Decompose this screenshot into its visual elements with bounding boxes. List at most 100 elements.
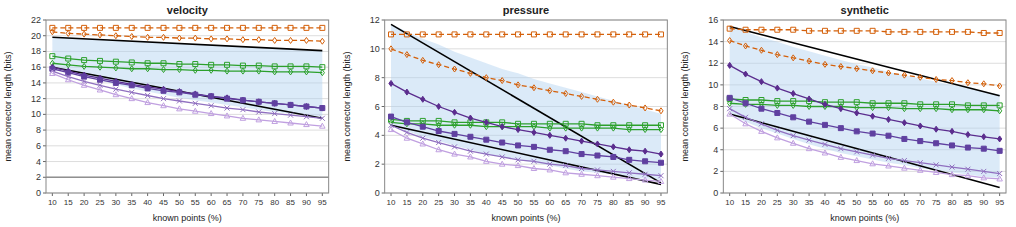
marker	[838, 146, 843, 151]
marker	[790, 140, 796, 145]
tick-label: 45	[836, 198, 845, 207]
marker	[595, 173, 601, 178]
marker	[611, 125, 615, 131]
marker	[658, 160, 663, 165]
marker	[982, 81, 986, 87]
marker	[950, 128, 954, 134]
marker	[870, 68, 874, 74]
marker	[965, 167, 970, 172]
tick-label: 20	[418, 198, 427, 207]
marker	[241, 97, 245, 103]
marker	[516, 32, 521, 37]
marker	[547, 147, 552, 152]
tick-label: 15	[64, 198, 73, 207]
marker	[256, 99, 261, 104]
marker	[807, 138, 812, 143]
marker	[320, 123, 326, 128]
tick-label: 25	[434, 198, 443, 207]
marker	[288, 113, 293, 118]
marker	[240, 107, 245, 112]
marker	[161, 88, 166, 93]
series	[50, 29, 324, 44]
marker	[437, 122, 441, 128]
marker	[902, 72, 906, 78]
marker	[241, 68, 245, 74]
marker	[484, 152, 489, 157]
tick-label: 14	[31, 78, 41, 88]
tick-label: 70	[577, 198, 586, 207]
marker	[611, 144, 615, 150]
marker	[791, 115, 796, 120]
marker	[82, 25, 87, 30]
marker	[405, 121, 409, 127]
marker	[193, 67, 197, 73]
series	[727, 26, 1002, 35]
tick-label: 20	[31, 31, 41, 41]
marker	[145, 93, 150, 98]
series-line	[730, 109, 1000, 174]
marker	[224, 113, 230, 118]
tick-label: 0	[375, 188, 380, 198]
title: synthetic	[841, 4, 889, 16]
marker	[579, 138, 583, 144]
tick-label: 6	[375, 102, 380, 112]
marker	[129, 60, 134, 65]
marker	[193, 108, 199, 113]
marker	[934, 76, 938, 82]
marker	[272, 111, 277, 116]
marker	[484, 32, 489, 37]
marker	[500, 140, 505, 145]
marker	[452, 32, 457, 37]
marker	[452, 66, 456, 72]
marker	[775, 135, 781, 140]
series-line	[391, 125, 661, 175]
reference-line	[391, 24, 661, 183]
tick-label: 85	[625, 198, 634, 207]
marker	[437, 62, 441, 68]
marker	[933, 169, 939, 174]
marker	[626, 176, 632, 181]
marker	[659, 127, 663, 133]
marker	[759, 47, 763, 53]
marker	[177, 90, 182, 95]
series-line	[52, 32, 322, 41]
marker	[193, 91, 197, 97]
series	[728, 38, 1002, 89]
marker	[516, 143, 521, 148]
marker	[129, 25, 134, 30]
marker	[225, 36, 229, 42]
marker	[548, 88, 552, 94]
marker	[288, 25, 293, 30]
marker	[870, 131, 875, 136]
marker	[886, 116, 890, 122]
tick-label: 35	[466, 198, 475, 207]
marker	[807, 104, 811, 110]
marker	[822, 150, 828, 155]
series-line	[52, 71, 322, 118]
marker	[917, 167, 923, 172]
marker	[177, 35, 181, 41]
marker	[225, 95, 229, 101]
tick-label: 80	[270, 198, 279, 207]
tick-label: 45	[159, 198, 168, 207]
marker	[759, 121, 764, 126]
tick-label: 40	[821, 198, 830, 207]
marker	[918, 160, 923, 165]
marker	[548, 125, 552, 131]
marker	[82, 63, 86, 69]
marker	[934, 162, 939, 167]
marker	[775, 85, 779, 91]
marker	[468, 122, 472, 128]
marker	[436, 32, 441, 37]
tick-label: 60	[545, 198, 554, 207]
marker	[484, 119, 488, 125]
tick-label: 2	[375, 159, 380, 169]
plot-area	[727, 26, 1002, 187]
marker	[965, 145, 970, 150]
x-label: known points (%)	[830, 213, 899, 223]
marker	[627, 147, 631, 153]
marker	[870, 28, 875, 33]
marker	[177, 67, 181, 73]
tick-label: 65	[900, 198, 909, 207]
marker	[240, 115, 246, 120]
